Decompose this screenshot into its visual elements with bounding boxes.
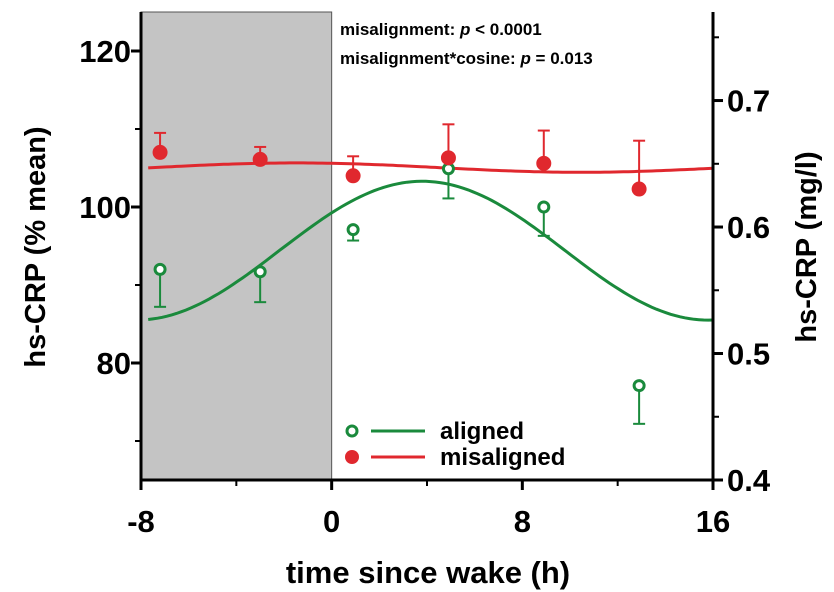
annotation-interaction: misalignment*cosine: p = 0.013 xyxy=(340,49,593,68)
y-right-tick-label: 0.7 xyxy=(727,84,770,119)
annotation-text: misalignment: xyxy=(340,20,460,39)
point-misaligned xyxy=(152,144,168,160)
y-right-tick-label: 0.6 xyxy=(727,210,770,245)
point-misaligned xyxy=(631,181,647,197)
annotation-text: misalignment*cosine: xyxy=(340,49,520,68)
x-tick-label: 0 xyxy=(323,504,340,539)
x-tick-label: 16 xyxy=(696,504,730,539)
annotation-p: p xyxy=(459,20,470,39)
point-aligned xyxy=(253,265,267,279)
legend-label-misaligned: misaligned xyxy=(440,444,565,471)
annotation-misalignment: misalignment: p < 0.0001 xyxy=(340,20,542,39)
y-right-tick-label: 0.5 xyxy=(727,337,770,372)
point-aligned xyxy=(632,379,646,393)
point-aligned xyxy=(537,200,551,214)
x-tick-label: 8 xyxy=(514,504,531,539)
x-tick-label: -8 xyxy=(127,504,155,539)
fit-lines xyxy=(148,161,714,322)
y-left-tick-label: 100 xyxy=(79,190,131,225)
annotation-value: = 0.013 xyxy=(531,49,593,68)
point-aligned xyxy=(153,262,167,276)
y-left-tick-label: 120 xyxy=(79,34,131,69)
data-points xyxy=(152,123,647,425)
y-left-tick-label: 80 xyxy=(97,346,131,381)
point-misaligned xyxy=(252,151,268,167)
shaded-region xyxy=(140,11,333,481)
point-misaligned xyxy=(536,155,552,171)
ticks: -8 0 8 16 80 100 120 0.4 0.5 0.6 0.7 xyxy=(79,34,771,539)
y-right-tick-label: 0.4 xyxy=(727,463,771,498)
fit-line-aligned xyxy=(148,179,714,322)
point-aligned xyxy=(346,223,360,237)
fit-line-misaligned xyxy=(148,161,714,174)
x-axis-label: time since wake (h) xyxy=(286,555,570,590)
y-axis-label-right: hs-CRP (mg/l) xyxy=(791,151,823,342)
legend-label-aligned: aligned xyxy=(440,418,524,445)
legend-marker-aligned xyxy=(345,424,359,438)
annotation-value: < 0.0001 xyxy=(470,20,541,39)
point-misaligned xyxy=(440,150,456,166)
y-axis-label-left: hs-CRP (% mean) xyxy=(20,126,52,367)
annotation-p: p xyxy=(519,49,530,68)
legend-marker-misaligned xyxy=(345,450,359,464)
point-misaligned xyxy=(345,168,361,184)
